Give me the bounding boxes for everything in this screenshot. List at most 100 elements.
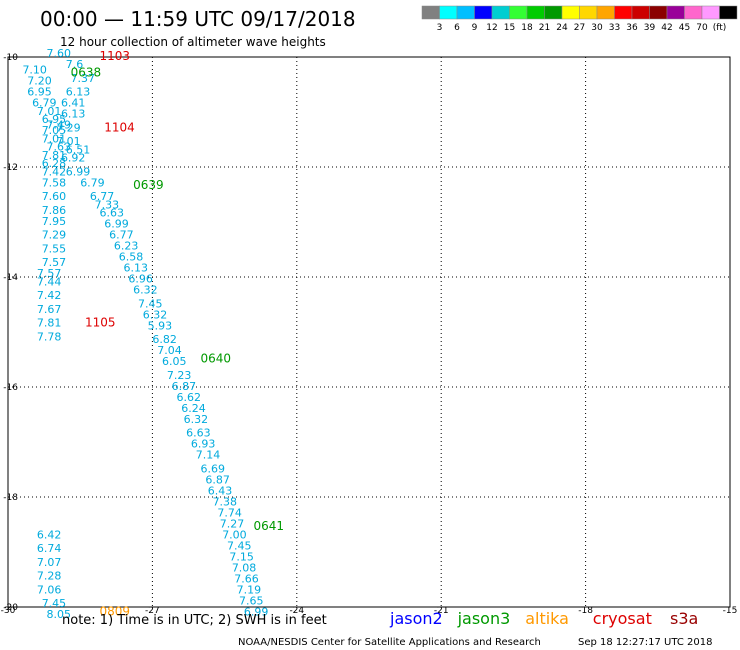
legend-label: 18 [521,23,533,33]
mission-label: s3a [670,609,698,628]
legend-swatch [544,5,563,20]
swh-value: 7.07 [37,556,62,569]
x-tick-label: -27 [145,606,160,616]
swh-value: 6.62 [176,391,201,404]
swh-value: 6.99 [244,605,269,618]
legend-swatch [684,5,703,20]
time-labels: 1103 0638 1104 0639 1105 0640 0641 0809 [71,49,284,619]
legend-swatch [579,5,598,20]
swh-value: 7.44 [37,275,62,288]
x-tick-label: -24 [289,606,304,616]
swh-value: 7.20 [27,75,52,88]
swh-value: 7.42 [42,165,66,178]
footer-timestamp: Sep 18 12:27:17 UTC 2018 [578,637,712,648]
color-legend: 3 6 9 12 15 18 21 24 27 30 33 36 39 42 45 70 (ft) [421,5,738,33]
swh-value: 7.45 [42,597,66,610]
time-label: 1105 [85,316,116,330]
legend-label: 3 [437,23,443,33]
swh-value: 7.00 [222,528,247,541]
swh-value: 7.05 [42,124,66,137]
time-label: 1103 [99,49,130,63]
y-tick-label: -12 [3,163,18,173]
time-label: 0640 [201,351,232,365]
swh-value: 7.08 [232,561,257,574]
y-tick-label: -16 [3,383,18,393]
swh-value: 7.15 [229,550,254,563]
swh-value: 6.05 [162,355,187,368]
swh-value: 6.87 [172,380,197,393]
x-tick-label: -15 [723,606,738,616]
swh-value: 7.95 [42,215,66,228]
time-label: 1104 [104,120,135,134]
swh-value: 7.74 [217,506,242,519]
legend-swatch [491,5,510,20]
mission-label: jason2 [389,609,443,628]
mission-label: cryosat [593,609,652,628]
swh-value: 7.29 [42,229,66,242]
swh-value: 6.74 [37,542,62,555]
swh-value: 7.81 [37,317,62,330]
time-label: 0639 [133,178,164,192]
legend-label: 30 [591,23,603,33]
legend-label: 39 [644,23,656,33]
swh-value: 7.27 [220,517,245,530]
legend-swatch [526,5,545,20]
swh-value: 6.32 [143,308,168,321]
swh-value: 6.99 [66,165,91,178]
x-tick-label: -18 [578,606,593,616]
legend-label: 42 [661,23,672,33]
swh-value: 6.43 [208,484,233,497]
legend-swatch [701,5,720,20]
legend-label: 36 [626,23,638,33]
swh-value: 6.93 [191,438,216,451]
swh-value: 7.49 [47,119,72,132]
swh-value: 6.13 [61,108,86,121]
legend-swatch [421,5,440,20]
swh-value: 6.92 [61,152,86,165]
swh-value: 6.96 [128,273,153,286]
time-label: 0809 [99,604,130,618]
legend-swatch [614,5,633,20]
swh-value: 7.23 [167,369,192,382]
swh-value: 6.69 [201,462,226,475]
x-tick-label: -21 [434,606,449,616]
swh-value: 6.41 [61,97,86,110]
legend-swatch [561,5,580,20]
legend-label: (ft) [713,23,727,33]
swh-value: 6.32 [184,413,209,426]
swh-value: 7.04 [157,344,182,357]
legend-label: 70 [696,23,708,33]
legend-label: 33 [609,23,620,33]
swh-value: 7.57 [42,256,66,269]
swh-value: 7.81 [42,149,66,162]
swh-value: 5.93 [148,319,173,332]
swh-value: 7.60 [42,190,66,203]
swh-value: 7.29 [56,121,80,134]
legend-swatch [439,5,458,20]
map-title: 00:00 — 11:59 UTC 09/17/2018 [40,7,356,31]
swh-value: 7.65 [239,594,263,607]
swh-value: 6.87 [205,473,230,486]
swh-value: 7.78 [37,330,62,343]
swh-value: 6.13 [66,86,91,99]
axis-ticks: -30 -27 -24 -21 -18 -15 -10 -12 -14 -16 -18 -20 [1,53,738,616]
swh-value: 7.60 [47,47,72,60]
legend-swatch [474,5,493,20]
swh-value: 6.63 [186,427,211,440]
swh-value: 6.82 [152,333,177,346]
swh-value: 8.05 [47,608,72,621]
y-tick-label: -10 [3,53,18,63]
legend-label: 27 [574,23,585,33]
legend-label: 45 [679,23,690,33]
legend-swatch [649,5,668,20]
swh-value: 7.33 [95,198,120,211]
swh-value: 6.28 [42,157,66,170]
swh-value: 7.19 [237,583,262,596]
swh-values: 7.607.67.107.377.206.95 6.136.79 6.417.01 6… [22,47,268,621]
swh-value: 7.63 [47,141,72,154]
map-subtitle: 12 hour collection of altimeter wave hei… [60,35,326,49]
swh-value: 6.13 [124,262,148,275]
swh-value: 7.06 [37,583,62,596]
swh-value: 7.58 [42,176,66,189]
mission-label: jason3 [457,609,511,628]
